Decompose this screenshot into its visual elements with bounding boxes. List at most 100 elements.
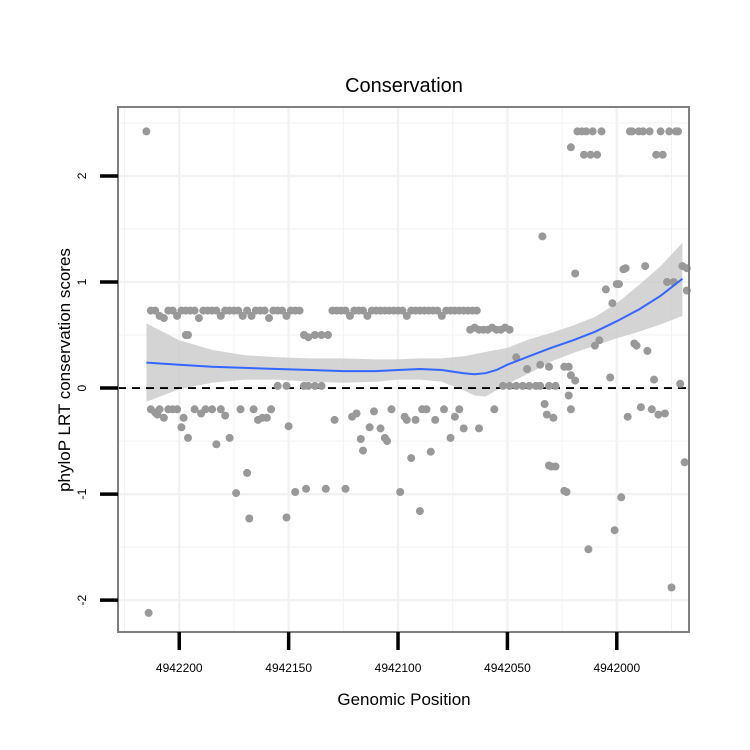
data-point	[363, 311, 372, 320]
chart-title: Conservation	[345, 75, 463, 97]
x-axis-label: Genomic Position	[337, 690, 470, 709]
data-point	[437, 311, 446, 320]
data-point	[639, 127, 648, 136]
data-point	[396, 488, 405, 496]
data-point	[212, 306, 221, 315]
data-point	[173, 311, 182, 320]
data-point	[356, 435, 365, 443]
data-point	[317, 381, 326, 390]
data-point	[566, 143, 575, 152]
data-point	[475, 424, 483, 433]
data-point	[660, 409, 669, 418]
data-point	[512, 353, 521, 362]
data-point	[505, 325, 514, 334]
data-point	[636, 403, 645, 412]
data-point	[236, 405, 245, 414]
data-point	[278, 306, 287, 315]
data-point	[282, 311, 291, 320]
data-point	[433, 306, 442, 315]
data-point	[426, 447, 435, 456]
data-point	[665, 127, 674, 136]
data-point	[680, 458, 689, 467]
data-point	[641, 262, 650, 271]
data-point	[304, 333, 313, 342]
data-point	[282, 513, 291, 522]
data-point	[593, 150, 602, 159]
data-point	[676, 379, 685, 388]
data-point	[310, 331, 319, 339]
data-point	[564, 391, 573, 400]
x-tick-label: 4942050	[484, 661, 531, 675]
data-point	[658, 150, 667, 159]
data-point	[295, 306, 304, 315]
data-point	[341, 484, 350, 493]
y-tick-label: 0	[75, 384, 89, 391]
data-point	[650, 375, 658, 384]
data-point	[505, 381, 514, 390]
data-point	[330, 415, 339, 424]
data-point	[411, 415, 420, 424]
data-point	[291, 488, 300, 496]
data-point	[586, 150, 595, 159]
data-point	[582, 127, 591, 136]
data-point	[208, 405, 217, 414]
data-point	[341, 306, 350, 315]
data-point	[490, 405, 499, 414]
data-point	[652, 150, 661, 159]
data-point	[512, 381, 521, 390]
data-point	[566, 371, 575, 380]
data-point	[234, 306, 243, 315]
smooth-trend-line	[146, 278, 684, 376]
data-point	[184, 331, 192, 339]
data-point	[455, 405, 464, 414]
data-point	[243, 468, 252, 477]
data-point	[260, 306, 269, 315]
data-point	[536, 381, 545, 390]
data-point	[194, 314, 203, 323]
data-point	[321, 484, 330, 493]
data-point	[597, 127, 606, 136]
data-point	[525, 381, 534, 390]
data-point	[179, 413, 188, 422]
data-point	[402, 311, 411, 320]
data-point	[632, 341, 641, 350]
data-point	[566, 405, 575, 414]
data-point	[601, 285, 610, 294]
data-point	[304, 381, 313, 390]
data-point	[431, 415, 440, 424]
data-point	[282, 381, 291, 390]
data-point	[201, 405, 210, 414]
data-point	[216, 405, 225, 414]
data-point	[177, 423, 186, 432]
data-point	[446, 433, 455, 442]
data-point	[540, 400, 549, 408]
y-axis-ticks: -2 -1 0 1 2	[75, 172, 118, 606]
data-point	[310, 381, 319, 390]
data-point	[617, 493, 626, 502]
y-tick-label: 2	[75, 172, 89, 179]
data-point	[422, 405, 431, 414]
x-tick-label: 4942000	[593, 661, 640, 675]
y-tick-label: -2	[75, 595, 89, 606]
data-point	[142, 127, 151, 136]
x-axis-ticks: 4942200 4942150 4942100 4942050 4942000	[156, 632, 640, 675]
data-point	[144, 608, 153, 617]
data-point	[216, 311, 225, 320]
data-point	[595, 336, 604, 345]
data-point	[359, 306, 367, 315]
data-point	[667, 583, 676, 592]
data-point	[212, 440, 221, 449]
data-point	[159, 314, 168, 323]
data-point	[588, 127, 597, 136]
plot-panel-border	[117, 106, 690, 633]
data-point	[656, 127, 665, 136]
data-point	[615, 280, 623, 289]
y-axis-label: phyloP LRT conservation scores	[55, 248, 74, 492]
data-point	[610, 526, 619, 535]
y-tick-label: 1	[75, 278, 89, 285]
data-point	[551, 381, 560, 390]
data-point	[155, 405, 164, 414]
data-point	[387, 405, 396, 414]
data-point	[225, 433, 234, 442]
